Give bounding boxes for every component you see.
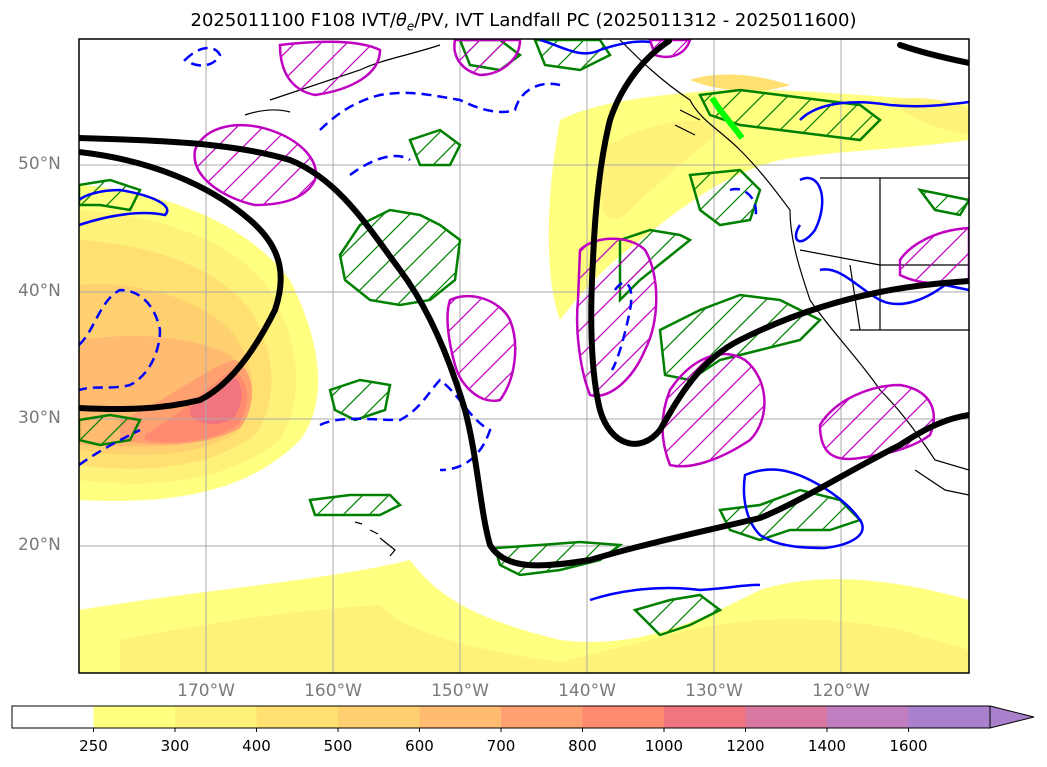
colorbar-segment (175, 706, 257, 728)
colorbar-segment (12, 706, 94, 728)
lat-label: 20°N (18, 535, 61, 555)
map-title: 2025011100 F108 IVT/θe/PV, IVT Landfall … (190, 10, 857, 34)
colorbar-tick-label: 1000 (644, 737, 684, 755)
colorbar-segment (664, 706, 746, 728)
lon-label: 120°W (812, 681, 870, 701)
colorbar-tick-label: 600 (405, 737, 434, 755)
pv-contours (79, 39, 969, 602)
lat-label: 40°N (18, 281, 61, 301)
colorbar-tick-label: 250 (79, 737, 108, 755)
map-frame (78, 38, 970, 674)
ivt-shading (79, 74, 969, 673)
lon-label: 170°W (177, 681, 235, 701)
map-area (79, 39, 969, 673)
colorbar-tick-label: 1400 (807, 737, 847, 755)
colorbar-tick-label: 800 (568, 737, 597, 755)
colorbar-tick-label: 1600 (889, 737, 928, 755)
colorbar-segment (93, 706, 176, 728)
colorbar (11, 705, 1035, 732)
landfall-pc-regions (193, 39, 969, 468)
colorbar-segment (419, 706, 502, 728)
colorbar-tick-label: 300 (160, 737, 190, 755)
lat-label: 30°N (18, 408, 61, 428)
colorbar-tick-label: 700 (486, 737, 516, 755)
lon-label: 130°W (685, 681, 743, 701)
colorbar-segment (501, 706, 583, 728)
colorbar-segment (908, 706, 991, 728)
streamlines (79, 39, 969, 569)
colorbar-tick-label: 500 (323, 737, 353, 755)
colorbar-segment (827, 706, 909, 728)
lon-label: 160°W (304, 681, 362, 701)
colorbar-segment (256, 706, 339, 728)
colorbar-segment (745, 706, 828, 728)
colorbar-tick-label: 400 (242, 737, 271, 755)
colorbar-segment (338, 706, 420, 728)
lat-label: 50°N (18, 154, 61, 174)
colorbar-tick-label: 1200 (726, 737, 765, 755)
lon-label: 140°W (558, 681, 616, 701)
lon-label: 150°W (431, 681, 489, 701)
colorbar-segment (582, 706, 665, 728)
landfall-segment (709, 96, 745, 140)
colorbar-extend-arrow (989, 705, 1035, 729)
